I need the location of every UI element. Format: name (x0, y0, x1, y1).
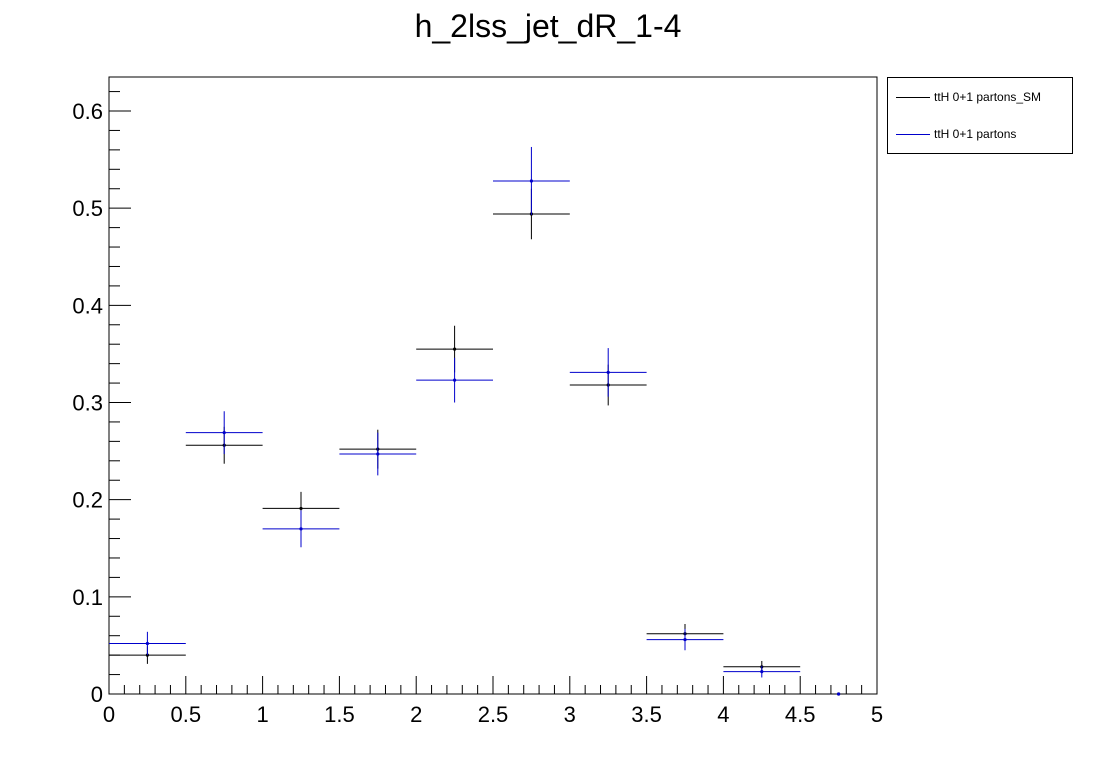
series-tth-partons (109, 146, 841, 696)
data-point (299, 506, 303, 511)
legend-swatch-partons (896, 134, 930, 135)
y-tick-label: 0.6 (72, 99, 103, 124)
x-tick-label: 3.5 (631, 702, 662, 727)
data-point (376, 452, 380, 456)
data-point (453, 347, 457, 351)
data-point (145, 641, 149, 646)
data-point (299, 527, 303, 531)
data-point (529, 179, 534, 183)
legend: ttH 0+1 partons_SM ttH 0+1 partons (887, 77, 1073, 154)
x-tick-label: 0.5 (171, 702, 202, 727)
y-tick-label: 0.4 (72, 293, 103, 318)
x-tick-label: 0 (103, 702, 115, 727)
data-point (145, 653, 149, 657)
series-tth-sm (109, 188, 841, 696)
x-tick-label: 1 (256, 702, 268, 727)
y-tick-label: 0.5 (72, 196, 103, 221)
y-tick-label: 0.2 (72, 488, 103, 513)
x-tick-label: 4.5 (785, 702, 816, 727)
legend-entry-sm: ttH 0+1 partons_SM (888, 88, 1072, 108)
x-tick-label: 3 (564, 702, 576, 727)
x-tick-label: 5 (871, 702, 883, 727)
x-tick-label: 2 (410, 702, 422, 727)
data-marks (109, 146, 841, 696)
y-tick-label: 0 (91, 682, 103, 707)
plot-frame (108, 76, 878, 695)
data-point (606, 370, 610, 374)
x-tick-label: 4 (717, 702, 729, 727)
chart-title: h_2lss_jet_dR_1-4 (415, 8, 682, 44)
y-tick-label: 0.3 (72, 391, 103, 416)
data-point (453, 378, 457, 382)
legend-label-sm: ttH 0+1 partons_SM (934, 90, 1042, 104)
data-point (683, 637, 687, 642)
data-point (760, 670, 764, 674)
x-tick-label: 2.5 (478, 702, 509, 727)
axes: 0 0.5 1 1.5 2 2.5 3 3.5 4 4.5 5 0 0.1 0.2 0.3 0.4 0.5 0.6 (72, 91, 883, 727)
data-point (222, 431, 226, 435)
legend-entry-partons: ttH 0+1 partons (888, 125, 1072, 145)
legend-swatch-sm (896, 97, 930, 98)
y-tick-label: 0.1 (72, 585, 103, 610)
legend-label-partons: ttH 0+1 partons (934, 127, 1017, 141)
x-tick-label: 1.5 (324, 702, 355, 727)
data-point (837, 692, 841, 696)
